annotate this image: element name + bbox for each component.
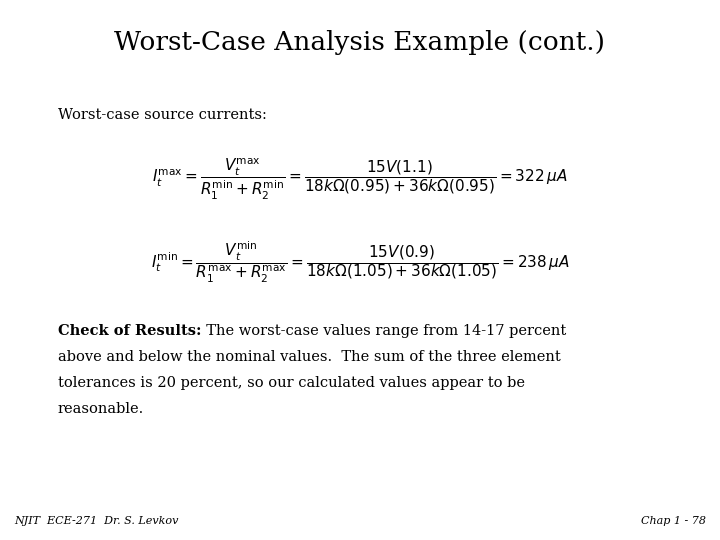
Text: $I_t^{\mathrm{max}} = \dfrac{V_t^{\mathrm{max}}}{R_1^{\mathrm{min}} + R_2^{\math: $I_t^{\mathrm{max}} = \dfrac{V_t^{\mathr… xyxy=(152,157,568,201)
Text: Chap 1 - 78: Chap 1 - 78 xyxy=(641,516,706,526)
Text: Worst-case source currents:: Worst-case source currents: xyxy=(58,108,266,122)
Text: The worst-case values range from 14-17 percent: The worst-case values range from 14-17 p… xyxy=(197,324,566,338)
Text: Worst-Case Analysis Example (cont.): Worst-Case Analysis Example (cont.) xyxy=(114,30,606,55)
Text: above and below the nominal values.  The sum of the three element: above and below the nominal values. The … xyxy=(58,350,560,364)
Text: tolerances is 20 percent, so our calculated values appear to be: tolerances is 20 percent, so our calcula… xyxy=(58,376,525,390)
Text: Check of Results:: Check of Results: xyxy=(58,324,201,338)
Text: $I_t^{\mathrm{min}} = \dfrac{V_t^{\mathrm{min}}}{R_1^{\mathrm{max}} + R_2^{\math: $I_t^{\mathrm{min}} = \dfrac{V_t^{\mathr… xyxy=(150,240,570,285)
Text: reasonable.: reasonable. xyxy=(58,402,144,416)
Text: NJIT  ECE-271  Dr. S. Levkov: NJIT ECE-271 Dr. S. Levkov xyxy=(14,516,179,526)
